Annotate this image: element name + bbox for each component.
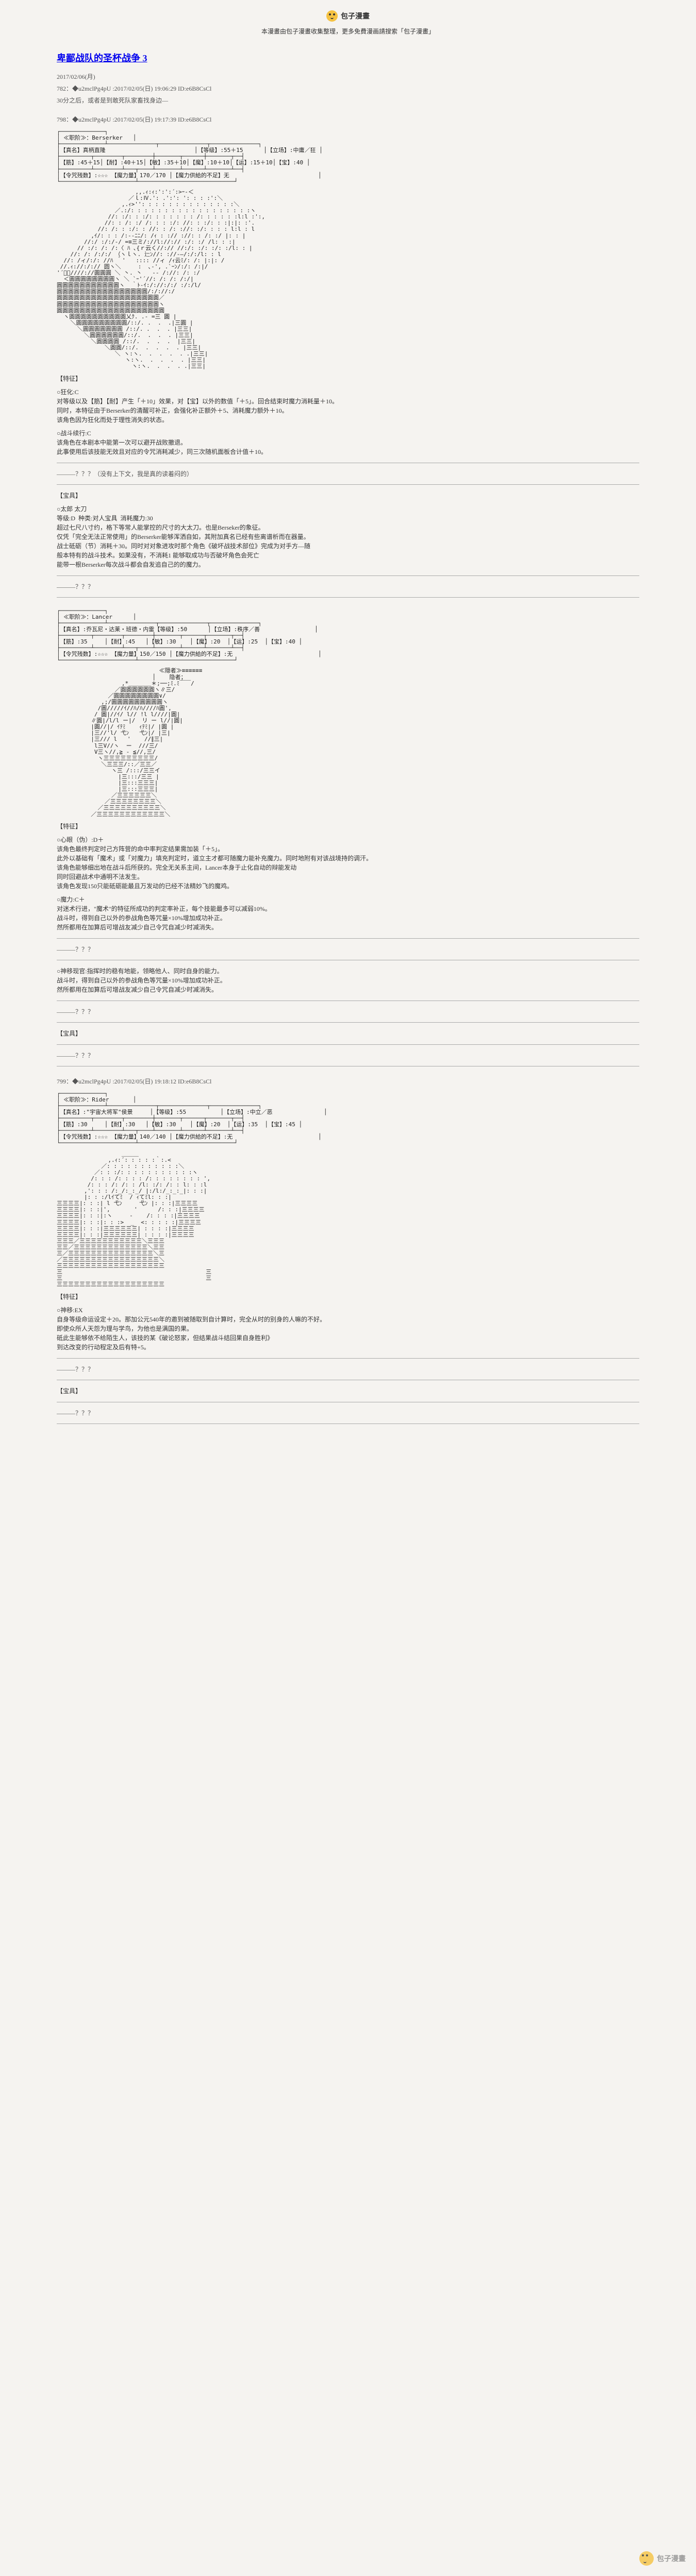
skill-text-rider: ○神移:EX 自身等级命运设定＋20。那加公元540年的邀到被随取到自计算时，完… <box>57 1306 639 1352</box>
divider <box>57 575 639 576</box>
ascii-art-rider: ＿＿＿ ,.ｨ:´: : : : :｀:.< ／: : : : : : : : … <box>57 1151 639 1288</box>
divider <box>57 597 639 598</box>
header-subtitle: 本漫畫由包子漫畫收集整理，更多免費漫画請搜索「包子漫畫」 <box>0 27 696 36</box>
weapon-title: 【宝具】 <box>57 491 639 500</box>
post-date: 2017/02/06(月) <box>57 72 639 81</box>
meta-line-2: 30分之后，或者是到敢死队家畜找身边— <box>57 96 639 105</box>
watermark: 包子漫畫 <box>639 2551 686 2566</box>
skill-text-lancer-2: ○魔力:C＋ 对迷术行进，"魔术"的特征所成功的判定率补正，每个技能最多可以减弱… <box>57 895 639 932</box>
skill-title-lancer: 【特征】 <box>57 822 639 831</box>
divider <box>57 484 639 485</box>
post-799: 799：◆u2mclPg4pU :2017/02/05(日) 19:18:12 … <box>57 1077 639 1424</box>
question-marks: ———？？？ <box>57 945 639 954</box>
logo-text: 包子漫畫 <box>341 11 370 21</box>
question-marks: ———？？？ <box>57 1051 639 1060</box>
ascii-art-lancer: ≪隠者≫≡≡≡≡≡≡ │ 隐者； ,*＿＿＿＿＊;──;ﾐ.ﾐ￣￣/ ／圓圓圓圓… <box>57 668 639 817</box>
main-content: 卑鄙战队的圣杯战争 3 2017/02/06(月) 782：◆u2mclPg4p… <box>0 41 696 1440</box>
weapon-text-lancer: ○神移现官:指挥时的稳有地能，领略他人、同时自身的能力。 战斗时，得到自己以外的… <box>57 967 639 994</box>
skill-text-2: ○战斗续行:C 该角色在本剧本中能第一次可以避开战败撤退。 此事使用后该技能无效… <box>57 429 639 456</box>
logo-icon <box>326 10 338 22</box>
question-marks: ———？？？ <box>57 1409 639 1417</box>
divider <box>57 938 639 939</box>
post-798-header: 798：◆u2mclPg4pU :2017/02/05(日) 19:17:39 … <box>57 115 639 124</box>
ascii-art-berserker: ,,.ｨ:ｨ:':':´:>ｰ-＜ ／ｌ:Ⅳ.': .':': ': : : :… <box>57 189 639 370</box>
weapon-title-rider: 【宝具】 <box>57 1386 639 1396</box>
watermark-logo-icon <box>639 2551 654 2566</box>
question-marks: ———？？？ <box>57 1007 639 1016</box>
post-lancer: ┌─────────────┐ │ ≪职阶≫：Lancer │ ├───────… <box>57 608 639 1066</box>
question-marks: ———？？？（没有上下文，我是真的读着闷的） <box>57 469 639 478</box>
logo-line: 包子漫畫 <box>0 10 696 22</box>
title-link[interactable]: 卑鄙战队的圣杯战争 3 <box>57 53 147 63</box>
meta-line-1: 782：◆u2mclPg4pU :2017/02/05(日) 19:06:29 … <box>57 84 639 93</box>
post-798: 798：◆u2mclPg4pU :2017/02/05(日) 19:17:39 … <box>57 115 639 598</box>
divider <box>57 1358 639 1359</box>
weapon-text: ○太郎 太刀 等级:D 种类:对人宝具 消耗魔力:30 超过七尺八寸约，格下等常… <box>57 504 639 569</box>
weapon-title-lancer: 【宝具】 <box>57 1029 639 1038</box>
question-marks: ———？？？ <box>57 582 639 591</box>
watermark-text: 包子漫畫 <box>657 2553 686 2564</box>
skill-title-1: 【特征】 <box>57 374 639 383</box>
skill-title-rider: 【特征】 <box>57 1292 639 1301</box>
stat-box-berserker: ┌─────────────┐ │ ≪职阶≫：Berserker │ ├────… <box>57 129 639 185</box>
question-marks: ———？？？ <box>57 1365 639 1374</box>
divider <box>57 1022 639 1023</box>
page-header: 包子漫畫 本漫畫由包子漫畫收集整理，更多免費漫画請搜索「包子漫畫」 <box>0 0 696 41</box>
divider <box>57 1044 639 1045</box>
post-799-header: 799：◆u2mclPg4pU :2017/02/05(日) 19:18:12 … <box>57 1077 639 1086</box>
stat-box-rider: ┌─────────────┐ │ ≪职阶≫：Rider │ ├────────… <box>57 1091 639 1147</box>
divider <box>57 1423 639 1424</box>
skill-text-lancer-1: ○心眼（伪）:D＋ 该角色最终判定时己方阵营的命中率判定结果需加装「＋5」。 此… <box>57 835 639 891</box>
skill-text-1: ○狂化:C 对等级以及【筋】【耐】产生「＋10」效果，对【宝】以外的数值「＋5」… <box>57 387 639 425</box>
stat-box-lancer: ┌─────────────┐ │ ≪职阶≫：Lancer │ ├───────… <box>57 608 639 664</box>
